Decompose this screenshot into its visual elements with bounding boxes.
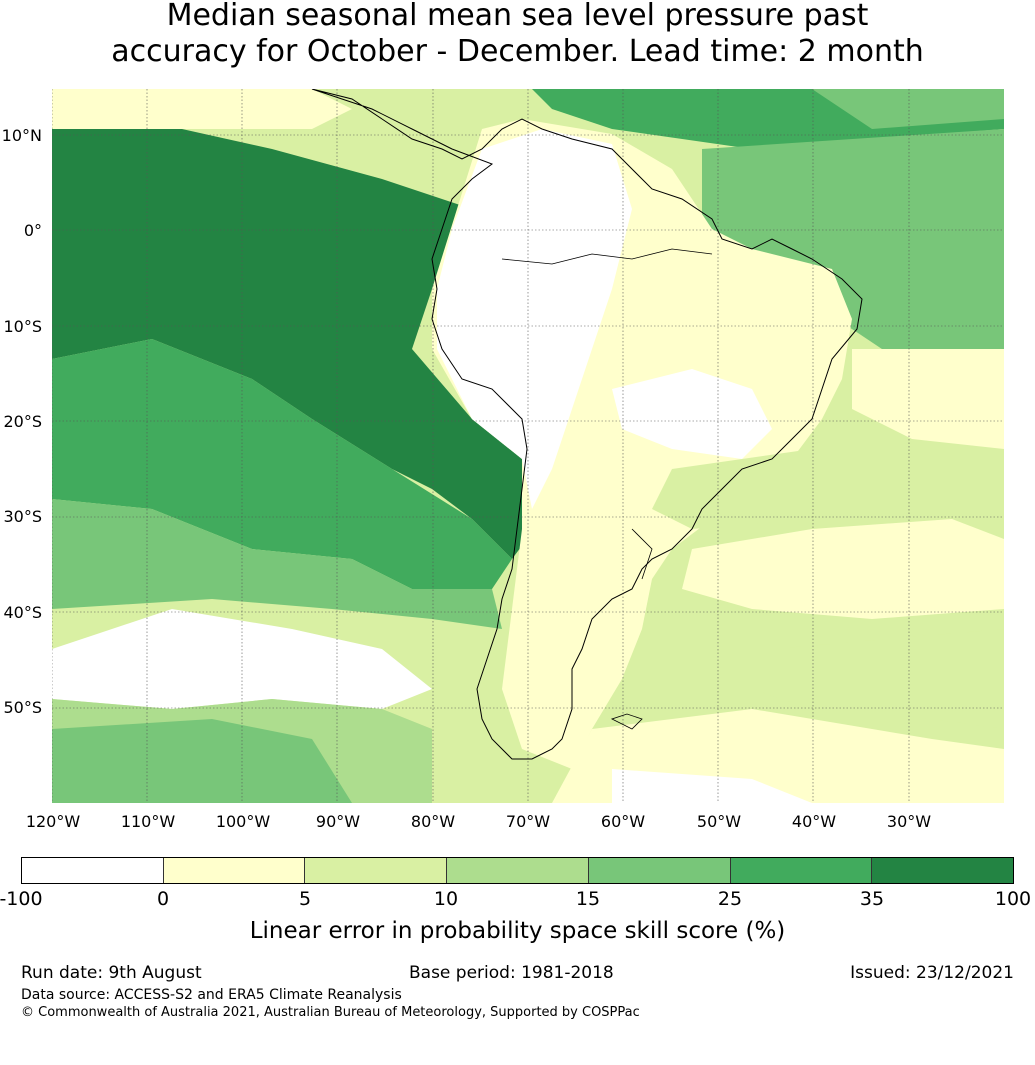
far-south-pacific-skill-zone [52,719,352,803]
map-title-line-1: Median seasonal mean sea level pressure … [166,0,869,33]
lon-label-30w: 30°W [886,812,932,831]
lon-label-80w: 80°W [410,812,456,831]
colorbar-segment [588,858,731,883]
lon-label-100w: 100°W [215,812,271,831]
amazon-river [501,248,713,265]
lat-label-0: 0° [23,221,42,240]
map-title-line-2: accuracy for October - December. Lead ti… [111,34,924,69]
central-south-america-no-skill-zone [612,369,772,459]
colorbar-tick: 5 [298,888,312,910]
base-period: Base period: 1981-2018 [409,963,614,983]
lon-label-70w: 70°W [505,812,551,831]
colorbar-segment [730,858,873,883]
colorbar [21,857,1014,884]
lon-label-50w: 50°W [696,812,742,831]
colorbar-segment [22,858,164,883]
lon-label-40w: 40°W [791,812,837,831]
atlantic-skill-zone [702,129,1004,369]
rio-de-la-plata [631,528,653,580]
colorbar-segment [447,858,589,883]
north-atlantic-skill-zone [812,89,1004,129]
colorbar-segment [872,858,1014,883]
data-source: Data source: ACCESS-S2 and ERA5 Climate … [21,987,402,1003]
colorbar-tick: 35 [859,888,885,910]
copyright-notice: © Commonwealth of Australia 2021, Austra… [21,1005,640,1020]
south-atlantic-skill-zone [752,629,1004,729]
colorbar-tick: 25 [717,888,743,910]
lat-label-30s: 30°S [3,507,42,526]
lat-label-40s: 40°S [3,603,42,622]
brazil-skill-zone [652,449,872,529]
north-strip-low-skill [52,89,352,129]
lat-label-10s: 10°S [3,317,42,336]
issued-date: Issued: 23/12/2021 [850,963,1014,983]
colorbar-tick: -100 [0,888,43,910]
run-date: Run date: 9th August [21,963,202,983]
pacific-moderate-skill-zone [52,499,502,629]
falkland-islands [610,713,643,730]
colorbar-tick: 15 [575,888,601,910]
map-graticule [52,89,1004,803]
skill-score-map-canvas [52,89,1004,803]
lat-label-50s: 50°S [3,698,42,717]
lon-label-120w: 120°W [25,812,81,831]
andes-no-skill-zone [437,129,632,509]
colorbar-tick: 0 [156,888,170,910]
south-america-coastline [311,89,863,760]
pacific-medium-skill-zone [52,339,512,589]
lon-label-60w: 60°W [600,812,646,831]
atlantic-low-skill-zone [852,349,1004,449]
southern-ocean-no-skill-zone [612,769,812,803]
skill-score-map [52,89,1004,803]
colorbar-label: Linear error in probability space skill … [249,918,786,944]
lat-label-10n: 10°N [1,126,42,145]
colorbar-tick: 100 [994,888,1032,910]
colorbar-segment [163,858,306,883]
lon-label-110w: 110°W [120,812,176,831]
lon-label-90w: 90°W [315,812,361,831]
colorbar-segment [305,858,448,883]
south-atlantic-low-skill-zone [682,519,1004,619]
lat-label-20s: 20°S [3,412,42,431]
colorbar-tick: 10 [433,888,459,910]
pacific-high-skill-zone [52,129,527,559]
